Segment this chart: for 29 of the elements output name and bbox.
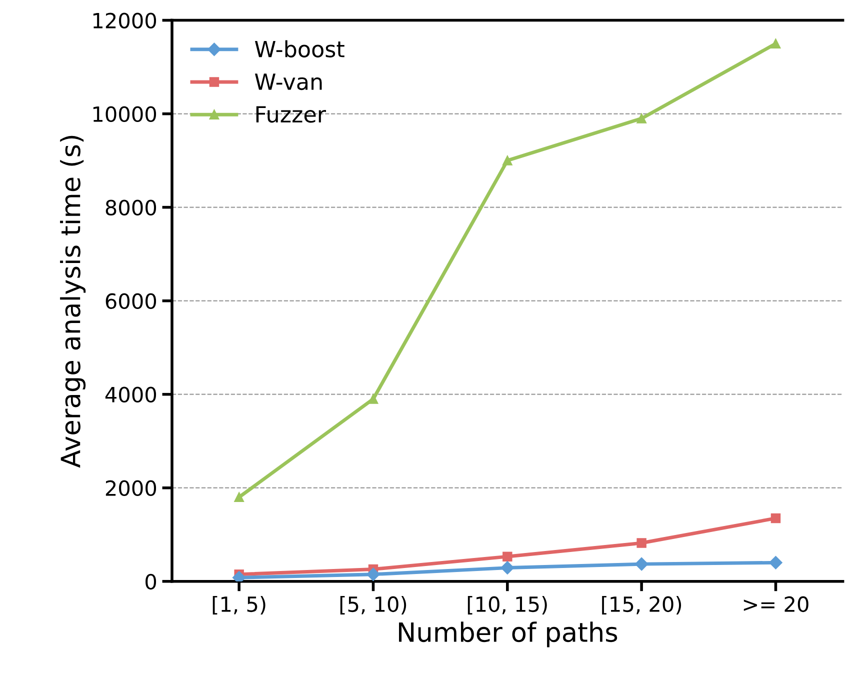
point: [502, 552, 512, 562]
point: [634, 557, 648, 571]
point: [502, 156, 512, 166]
x-tick-label: >= 20: [744, 596, 808, 612]
point: [234, 492, 244, 502]
legend-label: Fuzzer: [256, 106, 326, 123]
point: [368, 394, 378, 404]
x-tick-label: [1, 5): [212, 596, 266, 615]
x-axis-title: Number of paths: [399, 622, 618, 648]
x-tick-label: [5, 10): [340, 596, 406, 615]
legend-label: W-van: [254, 74, 322, 90]
y-tick-label: 8000: [106, 200, 156, 216]
point: [636, 114, 646, 124]
y-axis-title: Average analysis time (s): [60, 136, 86, 468]
y-tick-label: 10000: [93, 106, 156, 122]
point: [500, 561, 514, 574]
point: [770, 513, 781, 524]
point: [769, 556, 782, 570]
y-tick-label: 0: [146, 574, 156, 590]
y-tick-label: 6000: [106, 293, 156, 310]
x-tick-label: [15, 20): [602, 596, 682, 615]
point: [770, 38, 781, 49]
point: [366, 568, 380, 581]
y-tick-label: 2000: [106, 480, 156, 496]
y-tick-label: 4000: [105, 386, 156, 403]
x-tick-label: [10, 15): [468, 596, 547, 615]
point: [636, 538, 646, 548]
legend-label: W-boost: [254, 40, 344, 58]
y-tick-label: 12000: [93, 12, 156, 28]
